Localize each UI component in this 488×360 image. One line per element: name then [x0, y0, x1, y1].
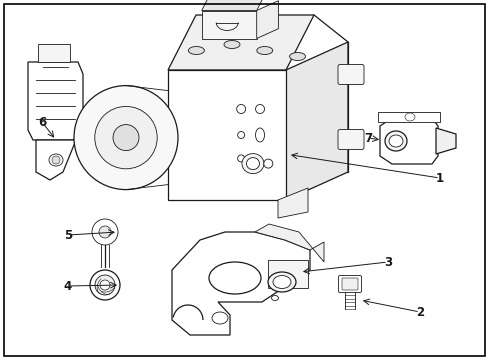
Polygon shape	[278, 188, 307, 218]
Ellipse shape	[49, 154, 63, 166]
Bar	[377, 112, 439, 122]
Ellipse shape	[267, 272, 295, 292]
Ellipse shape	[384, 131, 406, 151]
Ellipse shape	[242, 154, 264, 174]
Ellipse shape	[404, 113, 414, 121]
Circle shape	[95, 275, 115, 295]
Circle shape	[95, 107, 157, 169]
Text: 5: 5	[64, 229, 72, 242]
Polygon shape	[168, 15, 313, 70]
Ellipse shape	[237, 155, 244, 162]
Polygon shape	[201, 10, 256, 39]
Ellipse shape	[208, 262, 261, 294]
Text: 7: 7	[363, 131, 371, 144]
Ellipse shape	[289, 53, 305, 60]
Ellipse shape	[263, 159, 272, 168]
Polygon shape	[28, 62, 83, 140]
Circle shape	[92, 219, 118, 245]
Ellipse shape	[272, 275, 290, 288]
Text: 3: 3	[383, 256, 391, 269]
Ellipse shape	[236, 104, 245, 113]
Text: 4: 4	[64, 279, 72, 292]
Text: 2: 2	[415, 306, 423, 319]
Polygon shape	[201, 0, 270, 10]
FancyBboxPatch shape	[337, 64, 363, 85]
Ellipse shape	[237, 131, 244, 139]
Polygon shape	[254, 224, 324, 262]
Circle shape	[100, 280, 110, 290]
FancyBboxPatch shape	[337, 130, 363, 149]
Circle shape	[113, 125, 139, 150]
Circle shape	[52, 156, 60, 164]
Ellipse shape	[256, 46, 272, 54]
Polygon shape	[379, 118, 437, 164]
Ellipse shape	[188, 46, 204, 54]
Polygon shape	[168, 70, 285, 200]
Ellipse shape	[255, 128, 264, 142]
Ellipse shape	[271, 296, 278, 301]
Text: 6: 6	[38, 116, 46, 129]
FancyBboxPatch shape	[341, 278, 357, 290]
Polygon shape	[285, 42, 347, 200]
Circle shape	[99, 226, 111, 238]
Ellipse shape	[224, 40, 240, 49]
Circle shape	[90, 270, 120, 300]
Circle shape	[74, 86, 178, 190]
Ellipse shape	[246, 158, 259, 170]
Polygon shape	[172, 232, 309, 335]
Polygon shape	[256, 1, 278, 39]
Text: 1: 1	[435, 171, 443, 185]
Polygon shape	[36, 140, 76, 180]
Ellipse shape	[212, 312, 227, 324]
Ellipse shape	[388, 135, 402, 147]
Polygon shape	[267, 260, 307, 288]
Ellipse shape	[255, 104, 264, 113]
Polygon shape	[435, 128, 455, 154]
Bar	[38, 44, 70, 62]
FancyBboxPatch shape	[338, 275, 361, 292]
